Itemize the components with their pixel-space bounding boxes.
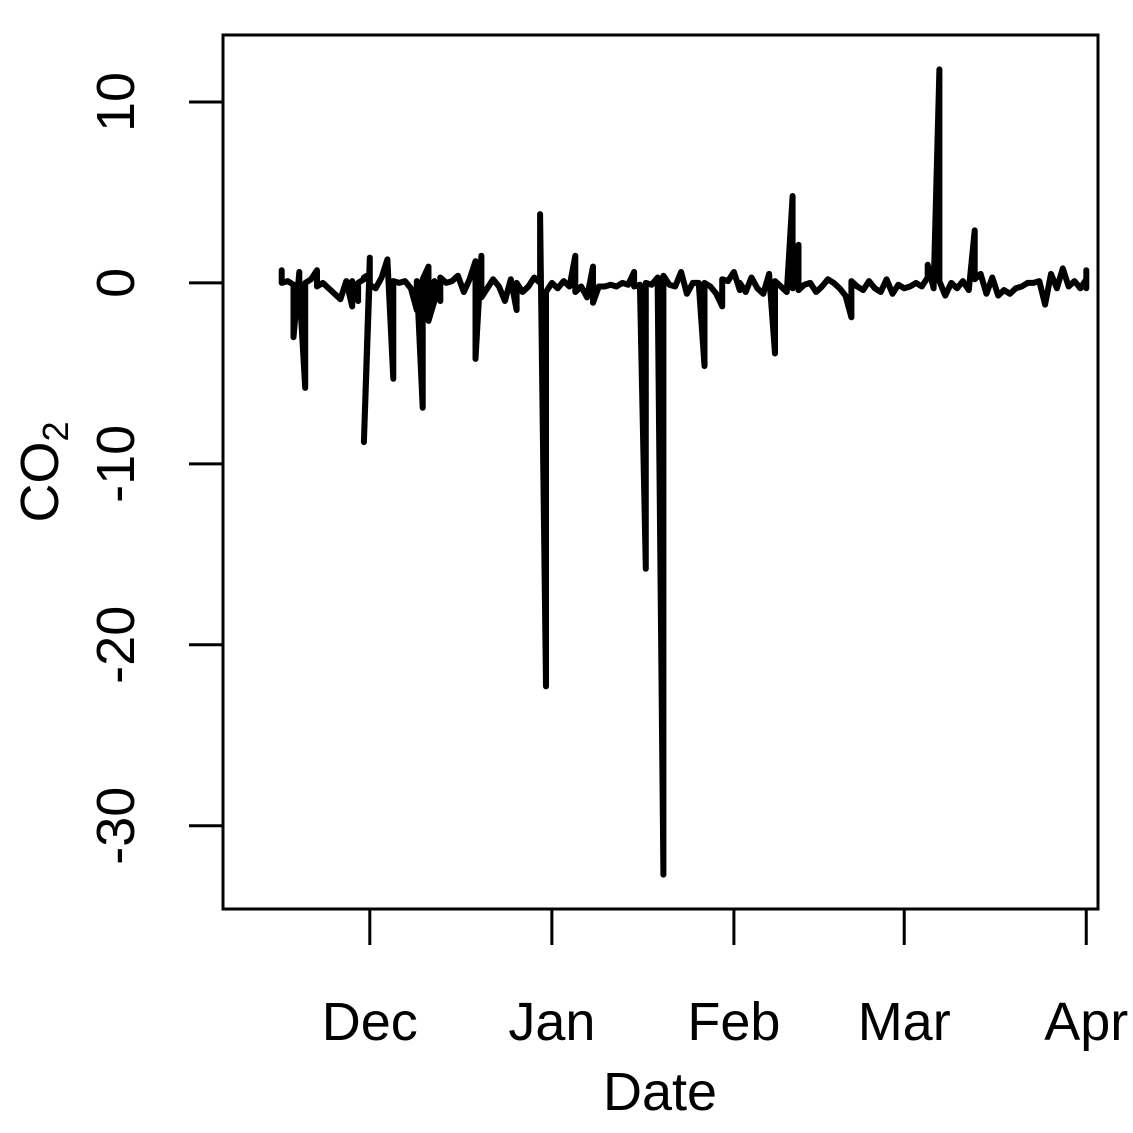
y-tick-label: 10 [86, 72, 146, 132]
x-tick-label: Jan [508, 992, 595, 1052]
y-axis-label-main: CO [10, 442, 70, 523]
y-axis-label: CO2 [10, 421, 76, 522]
plot-frame [221, 33, 1100, 911]
series-layer [278, 66, 1090, 878]
y-axis: -30 -20 -10 0 10 [86, 72, 223, 865]
y-tick-label: -20 [86, 606, 146, 684]
y-tick-label: -10 [86, 425, 146, 503]
x-axis: Dec Jan Feb Mar Apr [322, 909, 1128, 1052]
series-line [278, 66, 1090, 878]
y-tick-label: 0 [86, 268, 146, 298]
x-axis-label: Date [603, 1062, 717, 1122]
y-axis-label-subscript: 2 [35, 421, 76, 441]
x-tick-label: Mar [858, 992, 951, 1052]
x-tick-label: Dec [322, 992, 418, 1052]
y-tick-label: -30 [86, 787, 146, 865]
x-tick-label: Apr [1044, 992, 1128, 1052]
x-tick-label: Feb [687, 992, 780, 1052]
